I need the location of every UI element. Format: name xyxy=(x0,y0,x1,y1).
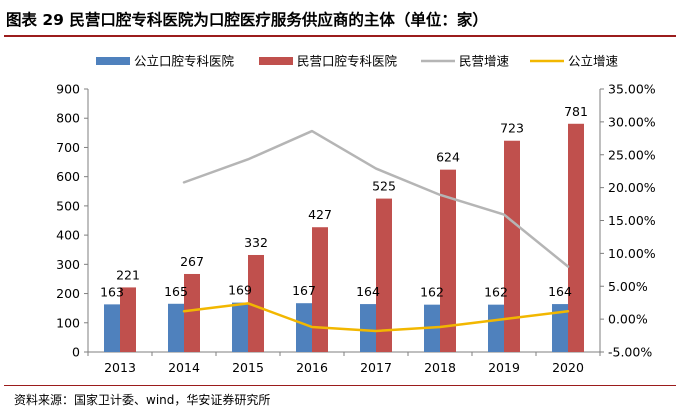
private-hospital-bar xyxy=(376,198,392,352)
left-tick-label: 400 xyxy=(56,228,80,243)
x-tick-label: 2020 xyxy=(552,360,584,375)
x-tick-label: 2016 xyxy=(296,360,328,375)
public-hospital-bar xyxy=(104,304,120,352)
source-note: 资料来源：国家卫计委、wind，华安证券研究所 xyxy=(14,393,271,407)
public-hospital-bar xyxy=(232,302,248,352)
right-tick-label: 5.00% xyxy=(608,279,648,294)
private-growth-line xyxy=(182,129,570,268)
left-tick-label: 900 xyxy=(56,82,80,97)
private-bar-value-label: 781 xyxy=(564,104,588,119)
left-tick-label: 300 xyxy=(56,257,80,272)
right-tick-label: 20.00% xyxy=(608,180,656,195)
private-bar-value-label: 267 xyxy=(180,254,204,269)
legend-public-growth-label: 公立增速 xyxy=(568,54,619,69)
left-tick-label: 700 xyxy=(56,140,80,155)
public-bar-value-label: 164 xyxy=(548,284,572,299)
right-tick-label: 10.00% xyxy=(608,246,656,261)
private-bar-value-label: 221 xyxy=(116,267,140,282)
public-bar-value-label: 163 xyxy=(100,284,124,299)
private-bar-value-label: 723 xyxy=(500,121,524,136)
left-tick-label: 800 xyxy=(56,111,80,126)
left-tick-label: 500 xyxy=(56,198,80,213)
combo-chart: 0 100 200 300 400 500 600 700 800 900 -5.00% 0.00% 5… xyxy=(56,54,656,376)
x-tick-label: 2018 xyxy=(424,360,456,375)
left-tick-label: 600 xyxy=(56,169,80,184)
x-tick-label: 2014 xyxy=(168,360,200,375)
legend-public-label: 公立口腔专科医院 xyxy=(134,54,235,69)
title-divider xyxy=(4,35,676,37)
x-tick-label: 2017 xyxy=(360,360,392,375)
right-tick-label: 15.00% xyxy=(608,213,656,228)
private-bar-value-label: 332 xyxy=(244,235,268,250)
right-tick-label: 35.00% xyxy=(608,82,656,97)
public-hospital-bar xyxy=(488,304,504,352)
legend-private-swatch xyxy=(259,57,293,65)
left-tick-label: 200 xyxy=(56,286,80,301)
private-bar-value-label: 427 xyxy=(308,207,332,222)
public-bar-value-label: 162 xyxy=(484,285,508,300)
x-tick-label: 2015 xyxy=(232,360,264,375)
left-tick-label: 100 xyxy=(56,315,80,330)
x-tick-label: 2013 xyxy=(104,360,136,375)
right-tick-label: 30.00% xyxy=(608,114,656,129)
public-bar-value-label: 165 xyxy=(164,284,188,299)
private-hospital-bar xyxy=(248,254,264,352)
public-bar-value-label: 167 xyxy=(292,283,316,298)
public-hospital-bar xyxy=(168,303,184,352)
private-bar-value-label: 624 xyxy=(436,150,460,165)
public-growth-line xyxy=(182,302,570,333)
public-bar-value-label: 164 xyxy=(356,284,380,299)
public-bar-value-label: 162 xyxy=(420,285,444,300)
legend-public-swatch xyxy=(96,57,130,65)
private-bar-value-label: 525 xyxy=(372,179,396,194)
public-hospital-bar xyxy=(552,304,568,352)
private-hospital-bar xyxy=(120,287,136,352)
chart-title: 图表 29 民营口腔专科医院为口腔医疗服务供应商的主体（单位：家） xyxy=(6,11,488,29)
legend-private-growth-label: 民营增速 xyxy=(459,54,510,69)
right-tick-label: 0.00% xyxy=(608,312,648,327)
right-tick-label: 25.00% xyxy=(608,147,656,162)
right-tick-label: -5.00% xyxy=(608,345,652,360)
private-hospital-bar xyxy=(504,140,520,352)
public-hospital-bar xyxy=(296,303,312,352)
left-tick-label: 0 xyxy=(72,345,80,360)
public-bar-value-label: 169 xyxy=(228,283,252,298)
private-hospital-bar xyxy=(440,169,456,352)
footer-divider xyxy=(4,385,676,386)
private-hospital-bar xyxy=(568,123,584,352)
legend-private-label: 民营口腔专科医院 xyxy=(297,54,398,69)
private-hospital-bar xyxy=(312,227,328,352)
public-hospital-bar xyxy=(360,304,376,352)
x-tick-label: 2019 xyxy=(488,360,520,375)
private-hospital-bar xyxy=(184,273,200,352)
